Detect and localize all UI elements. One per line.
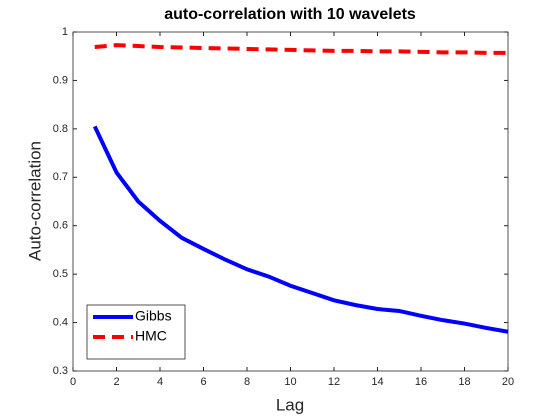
x-tick-label: 8 xyxy=(244,376,250,388)
chart-title: auto-correlation with 10 wavelets xyxy=(164,6,416,23)
legend-label: Gibbs xyxy=(135,308,172,324)
y-tick-label: 0.9 xyxy=(53,74,68,86)
y-tick-label: 0.4 xyxy=(53,316,68,328)
x-tick-label: 2 xyxy=(113,376,119,388)
y-tick-label: 0.3 xyxy=(53,365,68,377)
x-tick-label: 18 xyxy=(458,376,470,388)
y-axis-label: Auto-correlation xyxy=(25,141,44,261)
x-tick-label: 20 xyxy=(502,376,514,388)
x-tick-label: 10 xyxy=(284,376,296,388)
x-tick-label: 14 xyxy=(371,376,383,388)
y-tick-label: 0.8 xyxy=(53,123,68,135)
y-tick-label: 1 xyxy=(62,26,68,38)
legend-label: HMC xyxy=(135,328,167,344)
x-tick-label: 4 xyxy=(157,376,163,388)
x-tick-label: 6 xyxy=(200,376,206,388)
x-tick-label: 12 xyxy=(328,376,340,388)
line-series xyxy=(92,125,509,334)
legend-box xyxy=(86,304,186,360)
x-tick-label: 16 xyxy=(415,376,427,388)
y-tick-label: 0.6 xyxy=(53,220,68,232)
x-tick-label: 0 xyxy=(70,376,76,388)
y-tick-label: 0.5 xyxy=(53,268,68,280)
x-axis-label: Lag xyxy=(276,395,304,414)
y-tick-label: 0.7 xyxy=(53,171,68,183)
line-series xyxy=(94,43,508,55)
